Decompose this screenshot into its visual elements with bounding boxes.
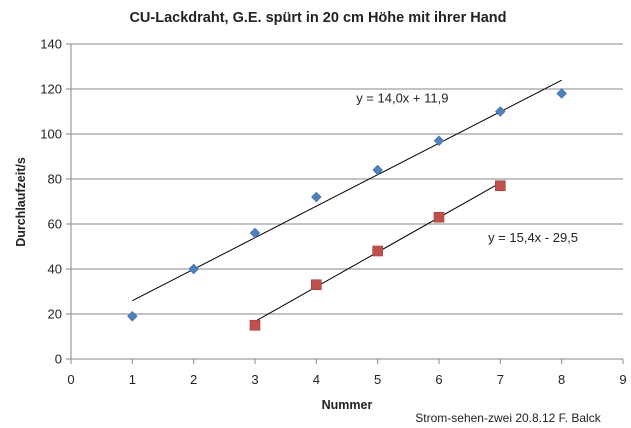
y-axis-title: Durchlaufzeit/s [14,157,28,247]
data-point-diamond [127,311,138,322]
y-tick-label: 60 [48,217,62,232]
y-tick-label: 0 [55,352,62,367]
trendline-equations: y = 14,0x + 11,9 y = 15,4x - 29,5 [356,91,578,246]
data-point-diamond [433,135,445,146]
x-tick-label: 9 [619,372,626,387]
x-tick-label: 5 [374,372,381,387]
data-point-square [495,180,506,192]
x-tick-label: 7 [497,372,504,387]
y-tick-label: 100 [40,127,62,142]
chart-title: CU-Lackdraht, G.E. spürt in 20 cm Höhe m… [129,10,506,26]
data-point-square [311,279,322,291]
data-point-diamond [372,164,383,176]
x-tick-label: 6 [435,372,442,387]
x-tick-label: 8 [558,372,565,387]
trendline-equation-label: y = 14,0x + 11,9 [356,91,448,106]
credit-annotation: Strom-sehen-zwei 20.8.12 F. Balck [415,411,601,425]
data-point-diamond [188,263,199,275]
data-point-diamond [249,227,261,239]
x-tick-label: 0 [67,372,74,387]
axes [66,43,624,364]
gridlines [71,43,623,315]
data-point-square [249,319,261,331]
y-tick-label: 40 [48,262,62,277]
trendline-series-1 [132,79,562,302]
x-axis-title: Nummer [322,398,373,412]
y-tick-label: 120 [40,82,62,97]
x-tick-labels: 0 1 2 3 4 5 6 7 8 9 [67,372,626,387]
trendline-equation-label: y = 15,4x - 29,5 [488,230,578,245]
data-points [127,88,567,331]
y-tick-label: 80 [48,172,62,187]
x-tick-label: 3 [251,372,258,387]
data-point-square [433,211,445,223]
y-tick-label: 140 [40,37,62,52]
y-tick-label: 20 [48,307,62,322]
y-tick-labels: 0 20 40 60 80 100 120 140 [40,37,62,367]
trendlines [132,79,562,322]
data-point-square [372,245,383,257]
x-tick-label: 2 [190,372,197,387]
data-point-diamond [311,191,322,203]
x-tick-label: 4 [313,372,320,387]
data-point-diamond [556,88,567,99]
x-tick-label: 1 [129,372,136,387]
data-point-diamond [495,106,506,117]
